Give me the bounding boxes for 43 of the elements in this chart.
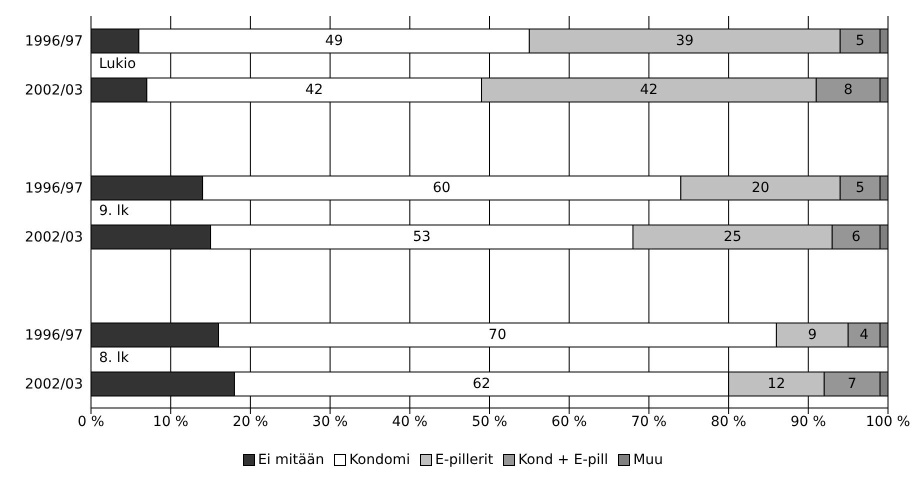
legend-label: Kond + E-pill (518, 452, 608, 468)
x-tick-label: 60 % (551, 414, 587, 430)
x-tick-label: 100 % (866, 414, 910, 430)
data-label: 12 (768, 376, 786, 392)
y-tick-label: 2002/03 (24, 82, 83, 98)
x-tick-label: 70 % (631, 414, 667, 430)
data-label: 70 (488, 327, 506, 343)
x-tick-label: 50 % (472, 414, 508, 430)
data-label: 53 (412, 229, 431, 245)
legend-label: Muu (633, 452, 664, 468)
data-label: 42 (640, 82, 658, 98)
legend-label: E-pillerit (435, 452, 494, 468)
data-label: 49 (325, 33, 343, 49)
data-label: 62 (472, 376, 490, 392)
data-label: 6 (852, 229, 861, 245)
x-tick-label: 90 % (790, 414, 826, 430)
data-label: 5 (856, 180, 865, 196)
y-tick-label: 2002/03 (24, 376, 83, 392)
x-tick-label: 20 % (232, 414, 268, 430)
x-tick-label: 0 % (78, 414, 104, 430)
legend-label: Kondomi (349, 452, 410, 468)
data-label: 25 (724, 229, 742, 245)
data-label: 5 (856, 33, 865, 49)
data-label: 4 (860, 327, 869, 343)
y-tick-label: 1996/97 (24, 33, 83, 50)
annotation: 9. lk (97, 202, 131, 220)
data-label: 39 (676, 33, 694, 49)
y-tick-label: 2002/03 (24, 229, 83, 246)
data-label: 8 (844, 82, 853, 98)
data-label: 60 (432, 180, 451, 196)
x-tick-label: 10 % (152, 414, 188, 430)
data-label: 9 (808, 327, 817, 343)
x-tick-label: 30 % (312, 414, 348, 430)
y-tick-label: 1996/97 (24, 180, 83, 196)
y-tick-label: 1996/97 (24, 327, 83, 344)
data-label: 7 (848, 376, 857, 392)
annotation: Lukio (97, 55, 138, 73)
data-label: 42 (305, 82, 324, 98)
data-label: 20 (752, 180, 770, 196)
annotation: 8. lk (97, 349, 131, 367)
x-tick-label: 80 % (710, 414, 746, 430)
legend-label: Ei mitään (258, 452, 324, 468)
x-tick-label: 40 % (392, 414, 428, 430)
